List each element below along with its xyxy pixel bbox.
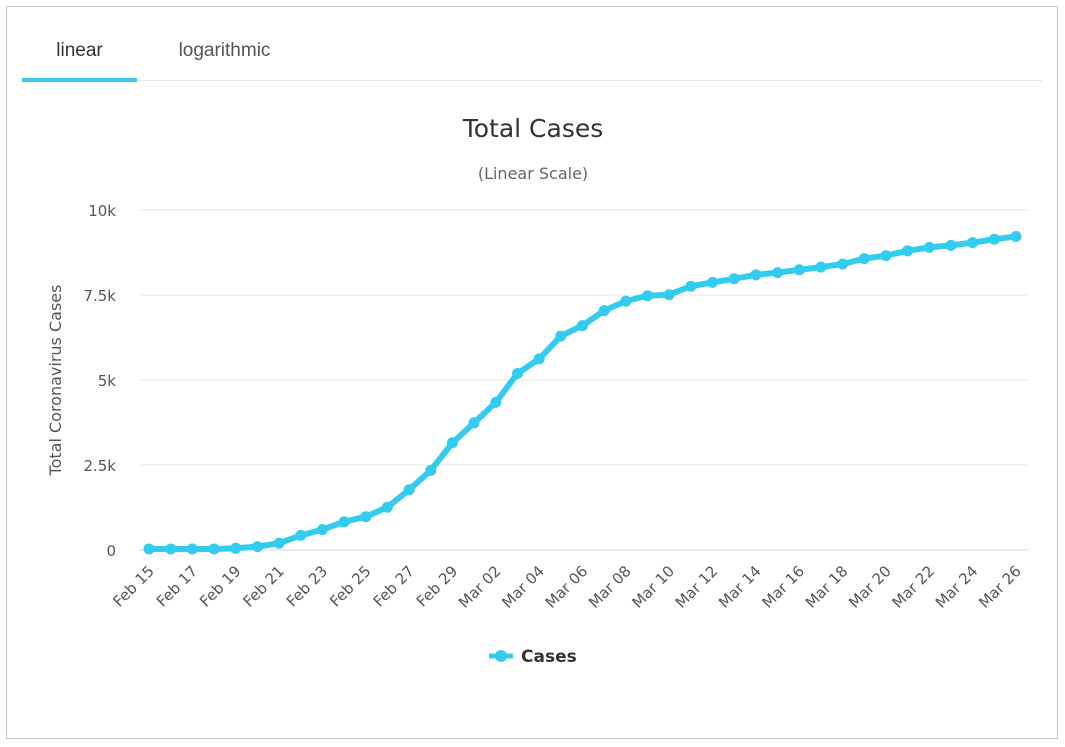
data-point (707, 276, 719, 288)
data-point (273, 537, 285, 549)
x-tick-label: Mar 08 (585, 562, 635, 612)
data-point (1010, 231, 1022, 242)
data-point (967, 237, 979, 249)
x-tick-label: Feb 23 (283, 562, 331, 610)
y-tick-label: 0 (106, 542, 116, 560)
data-point (815, 261, 827, 273)
data-point (230, 542, 242, 554)
data-point (793, 264, 805, 276)
data-point (555, 330, 567, 342)
x-tick-label: Mar 26 (975, 562, 1025, 612)
x-tick-label: Mar 12 (672, 562, 722, 612)
data-point (316, 524, 328, 536)
data-point (186, 543, 198, 555)
x-tick-label: Mar 20 (845, 562, 895, 612)
data-point (251, 541, 263, 553)
data-point (858, 253, 870, 265)
x-tick-label: Mar 02 (455, 562, 505, 612)
data-point (750, 269, 762, 281)
series-line (146, 233, 1019, 552)
y-tick-label: 5k (98, 372, 117, 390)
data-point (208, 543, 220, 555)
data-point (880, 250, 892, 262)
legend[interactable]: Cases (489, 647, 577, 667)
x-tick-label: Feb 19 (196, 562, 244, 610)
x-tick-label: Mar 24 (932, 562, 982, 612)
data-point (446, 437, 458, 449)
scale-tabs: linear logarithmic (22, 30, 1042, 82)
x-tick-label: Feb 29 (413, 562, 461, 610)
data-point (512, 368, 523, 379)
x-tick-label: Feb 17 (153, 562, 201, 610)
legend-marker (495, 650, 507, 662)
data-point (728, 273, 740, 285)
x-tick-label: Feb 21 (239, 562, 287, 610)
data-point (338, 516, 350, 528)
data-point (425, 464, 437, 476)
x-tick-label: Feb 15 (109, 562, 157, 610)
data-point (902, 245, 914, 257)
data-point (620, 295, 632, 307)
legend-label-cases[interactable]: Cases (521, 647, 577, 667)
data-point (490, 396, 502, 408)
y-axis-label: Total Coronavirus Cases (46, 285, 65, 477)
data-point (685, 280, 697, 292)
grid-lines (139, 209, 1028, 551)
data-point (533, 353, 545, 365)
y-axis-ticks: 0 2.5k 5k 7.5k 10k (83, 202, 116, 560)
data-point (468, 417, 480, 429)
y-tick-label: 2.5k (83, 457, 116, 475)
x-tick-label: Mar 04 (498, 562, 548, 612)
data-point (923, 241, 935, 253)
tab-linear[interactable]: linear (56, 40, 103, 61)
chart-subtitle: (Linear Scale) (478, 164, 588, 183)
data-point (577, 320, 588, 332)
x-tick-label: Feb 25 (326, 562, 374, 610)
x-tick-label: Mar 10 (628, 562, 678, 612)
data-point (663, 289, 675, 301)
data-point (837, 258, 849, 270)
data-point (381, 501, 393, 513)
x-tick-label: Mar 16 (758, 562, 808, 612)
active-tab-indicator (22, 78, 137, 82)
data-point (988, 233, 1000, 245)
data-point (295, 529, 307, 541)
data-point (360, 511, 372, 523)
x-tick-label: Mar 18 (802, 562, 852, 612)
chart-card (6, 6, 1058, 739)
data-point (945, 239, 957, 251)
y-tick-label: 7.5k (83, 287, 116, 305)
data-point (642, 290, 653, 302)
x-tick-label: Mar 22 (889, 562, 939, 612)
y-tick-label: 10k (88, 202, 116, 220)
data-point (598, 305, 610, 317)
x-tick-label: Mar 14 (715, 562, 765, 612)
chart-title: Total Cases (462, 114, 604, 143)
data-point (143, 543, 155, 555)
data-point (772, 267, 784, 279)
data-point (403, 484, 415, 496)
tab-logarithmic[interactable]: logarithmic (178, 40, 271, 61)
x-tick-label: Mar 06 (542, 562, 592, 612)
series-cases (143, 231, 1022, 555)
data-point (165, 543, 177, 555)
x-tick-label: Feb 27 (370, 562, 418, 610)
